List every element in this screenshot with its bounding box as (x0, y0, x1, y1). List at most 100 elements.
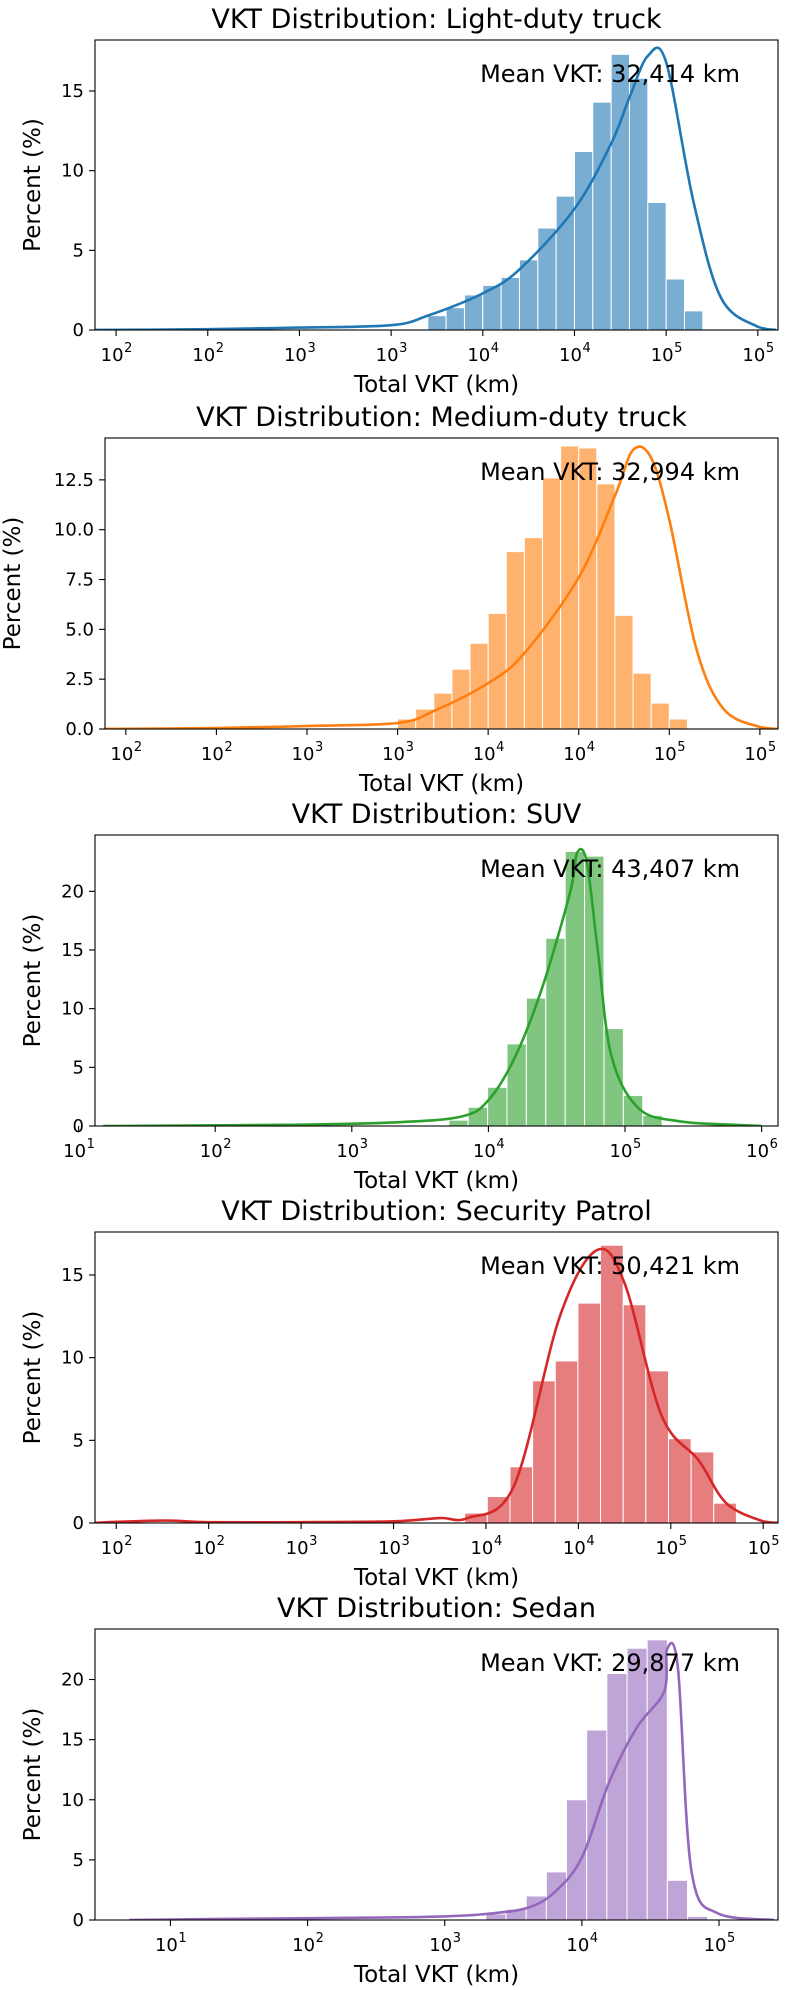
x-tick-exponent: 2 (224, 740, 232, 755)
axes-frame (104, 437, 779, 730)
x-tick-exponent: 4 (587, 740, 595, 755)
x-tick-label: 10 (193, 1538, 216, 1559)
x-tick-exponent: 3 (360, 1137, 368, 1152)
y-tick-label: 5 (73, 240, 84, 261)
y-axis-label: Percent (%) (20, 1311, 46, 1445)
x-tick-label: 10 (63, 1141, 86, 1162)
x-tick-label: 10 (292, 744, 315, 765)
histogram-bar (596, 483, 616, 729)
histogram-bar (564, 850, 586, 1126)
x-tick-label: 10 (101, 1538, 124, 1559)
x-tick-exponent: 3 (399, 341, 407, 356)
histogram-bar (448, 1119, 469, 1126)
x-tick-exponent: 2 (134, 740, 142, 755)
y-tick-label: 15 (61, 1730, 84, 1751)
x-tick-label: 10 (566, 1935, 589, 1956)
x-tick-exponent: 3 (402, 1534, 410, 1549)
x-tick-label: 10 (744, 744, 767, 765)
x-tick-label: 10 (429, 1935, 452, 1956)
histogram-bar (500, 276, 520, 330)
y-tick-label: 10 (61, 1790, 84, 1811)
histogram-bar (445, 307, 465, 330)
histogram-bar (650, 702, 670, 729)
histogram-bar (610, 53, 630, 330)
kde-line (129, 1641, 775, 1920)
histogram-bars (397, 445, 688, 729)
x-tick-exponent: 5 (633, 1137, 641, 1152)
histogram-bar (566, 1799, 588, 1920)
x-tick-exponent: 2 (124, 1534, 132, 1549)
histogram-bar (683, 310, 704, 330)
y-tick-label: 2.5 (65, 669, 94, 690)
y-tick-label: 20 (61, 881, 84, 902)
chart-title: VKT Distribution: Sedan (277, 1593, 596, 1624)
histogram-bar (586, 1729, 608, 1920)
x-tick-label: 10 (200, 1141, 223, 1162)
x-axis-label: Total VKT (km) (358, 771, 524, 797)
x-tick-label: 10 (286, 1538, 309, 1559)
y-tick-label: 10.0 (54, 520, 94, 541)
histogram-bar (532, 1380, 556, 1523)
x-tick-exponent: 1 (178, 1931, 186, 1946)
x-axis-label: Total VKT (km) (353, 1168, 519, 1194)
x-tick-label: 10 (704, 1935, 727, 1956)
x-tick-exponent: 5 (677, 740, 685, 755)
x-tick-label: 10 (192, 345, 215, 366)
y-tick-label: 0 (73, 1513, 84, 1534)
y-axis-label: Percent (%) (20, 1708, 46, 1842)
histogram-bar (525, 997, 547, 1126)
x-tick-label: 10 (376, 345, 399, 366)
x-tick-label: 10 (746, 1141, 769, 1162)
x-tick-exponent: 4 (590, 1931, 598, 1946)
x-tick-label: 10 (563, 744, 586, 765)
x-tick-label: 10 (336, 1141, 359, 1162)
histogram-bar (668, 718, 688, 729)
histogram-bar (614, 614, 634, 729)
x-tick-label: 10 (110, 744, 133, 765)
x-tick-label: 10 (284, 345, 307, 366)
y-tick-label: 0 (73, 320, 84, 341)
x-tick-exponent: 5 (727, 1931, 735, 1946)
x-axis-label: Total VKT (km) (353, 1962, 519, 1988)
y-tick-label: 15 (61, 1265, 84, 1286)
x-tick-exponent: 2 (217, 1534, 225, 1549)
histogram-bar (518, 259, 539, 330)
x-tick-exponent: 2 (124, 341, 132, 356)
x-tick-exponent: 4 (494, 1534, 502, 1549)
x-tick-label: 10 (101, 345, 124, 366)
x-tick-exponent: 3 (453, 1931, 461, 1946)
y-tick-label: 10 (61, 161, 84, 182)
axes-frame (94, 1231, 779, 1524)
x-tick-label: 10 (201, 744, 224, 765)
y-tick-label: 12.5 (54, 470, 94, 491)
x-tick-exponent: 1 (87, 1137, 95, 1152)
x-tick-label: 10 (654, 744, 677, 765)
y-tick-label: 5.0 (65, 619, 94, 640)
histogram-bar (555, 195, 575, 330)
x-tick-exponent: 5 (674, 341, 682, 356)
y-axis-label: Percent (%) (0, 517, 26, 651)
y-axis-label: Percent (%) (20, 914, 46, 1048)
histogram-bar (686, 1915, 709, 1920)
y-tick-label: 0 (73, 1910, 84, 1931)
x-tick-label: 10 (655, 1538, 678, 1559)
x-tick-label: 10 (473, 744, 496, 765)
x-tick-label: 10 (559, 345, 582, 366)
x-tick-exponent: 2 (223, 1137, 231, 1152)
histogram-bar (646, 1639, 668, 1920)
x-tick-label: 10 (378, 1538, 401, 1559)
kde-line (103, 847, 762, 1126)
histogram-bar (577, 1302, 602, 1523)
histogram-bar (573, 151, 594, 330)
histogram-bar (645, 1370, 669, 1523)
y-axis-label: Percent (%) (20, 118, 46, 252)
x-tick-exponent: 3 (406, 740, 414, 755)
histogram-bar (542, 477, 562, 729)
axes-frame (94, 834, 779, 1127)
x-tick-label: 10 (155, 1935, 178, 1956)
y-tick-label: 0.0 (65, 719, 94, 740)
histogram-bar (427, 315, 447, 330)
x-tick-label: 10 (473, 1141, 496, 1162)
x-axis-label: Total VKT (km) (353, 372, 519, 398)
